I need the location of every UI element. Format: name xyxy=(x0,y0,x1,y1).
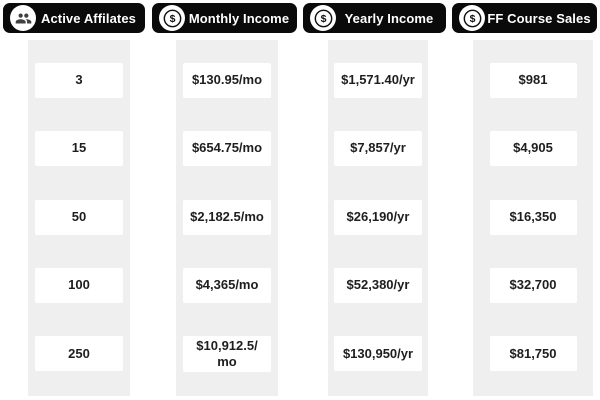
column-yearly-income: $1,571.40/yr $7,857/yr $26,190/yr $52,38… xyxy=(328,40,428,396)
value-card: $26,190/yr xyxy=(334,199,422,235)
value-card: $81,750 xyxy=(489,336,577,372)
table-cell: $130,950/yr xyxy=(328,320,428,388)
table-cell: $10,912.5/ mo xyxy=(176,320,278,388)
column-header-label: Monthly Income xyxy=(188,10,290,26)
value-card: 250 xyxy=(35,336,123,372)
value-card: $52,380/yr xyxy=(334,267,422,303)
dollar-coin-icon: $ xyxy=(159,5,185,31)
value-card: 50 xyxy=(35,199,123,235)
svg-text:$: $ xyxy=(320,14,326,25)
column-header-yearly-income: $ Yearly Income xyxy=(303,3,446,33)
value-card: $130,950/yr xyxy=(334,336,422,372)
table-cell: $52,380/yr xyxy=(328,251,428,319)
table-cell: $130.95/mo xyxy=(176,46,278,114)
value-card: $981 xyxy=(489,62,577,98)
people-group-icon xyxy=(10,5,36,31)
table-cell: $32,700 xyxy=(473,251,593,319)
table-cell: $4,905 xyxy=(473,114,593,182)
value-card: $654.75/mo xyxy=(183,131,271,167)
value-card: $4,365/mo xyxy=(183,267,271,303)
svg-text:$: $ xyxy=(469,14,475,25)
svg-text:$: $ xyxy=(169,14,175,25)
value-card: $32,700 xyxy=(489,267,577,303)
column-header-label: Active Affilates xyxy=(40,10,137,26)
table-cell: 50 xyxy=(28,183,130,251)
column-active-affilates: 3 15 50 100 250 xyxy=(28,40,130,396)
table-cell: 100 xyxy=(28,251,130,319)
column-header-monthly-income: $ Monthly Income xyxy=(152,3,297,33)
table-cell: $81,750 xyxy=(473,320,593,388)
table-cell: 3 xyxy=(28,46,130,114)
table-cell: 15 xyxy=(28,114,130,182)
column-header-ff-course-sales: $ FF Course Sales xyxy=(452,3,597,33)
table-cell: $2,182.5/mo xyxy=(176,183,278,251)
table-cell: $654.75/mo xyxy=(176,114,278,182)
value-card: $1,571.40/yr xyxy=(334,62,422,98)
table-cell: $4,365/mo xyxy=(176,251,278,319)
value-card: $7,857/yr xyxy=(334,131,422,167)
value-card: $4,905 xyxy=(489,131,577,167)
column-header-label: FF Course Sales xyxy=(487,10,591,26)
table-cell: $16,350 xyxy=(473,183,593,251)
column-header-label: Yearly Income xyxy=(344,10,434,26)
column-header-active-affilates: Active Affilates xyxy=(3,3,145,33)
value-card: 100 xyxy=(35,267,123,303)
column-ff-course-sales: $981 $4,905 $16,350 $32,700 $81,750 xyxy=(473,40,593,396)
value-card: 15 xyxy=(35,131,123,167)
table-cell: 250 xyxy=(28,320,130,388)
value-card: $2,182.5/mo xyxy=(183,199,271,235)
value-card: 3 xyxy=(35,62,123,98)
value-card: $16,350 xyxy=(489,199,577,235)
dollar-coin-icon: $ xyxy=(310,5,336,31)
table-cell: $1,571.40/yr xyxy=(328,46,428,114)
table-cell: $7,857/yr xyxy=(328,114,428,182)
column-monthly-income: $130.95/mo $654.75/mo $2,182.5/mo $4,365… xyxy=(176,40,278,396)
value-card: $10,912.5/ mo xyxy=(183,335,271,373)
table-cell: $26,190/yr xyxy=(328,183,428,251)
table-cell: $981 xyxy=(473,46,593,114)
value-card: $130.95/mo xyxy=(183,62,271,98)
dollar-coin-icon: $ xyxy=(459,5,485,31)
